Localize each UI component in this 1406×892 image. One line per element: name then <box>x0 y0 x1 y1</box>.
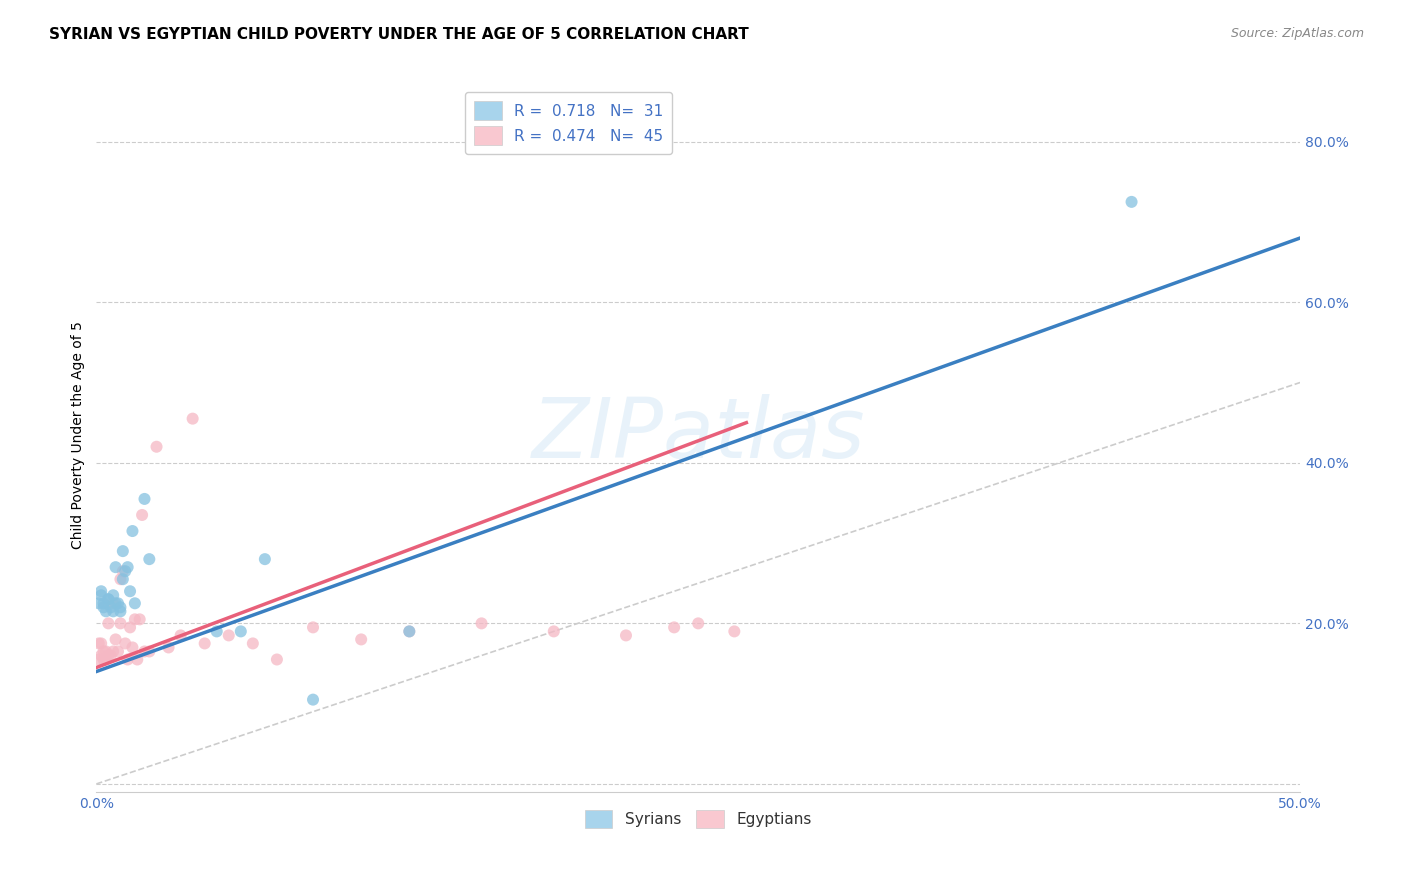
Point <box>90 648 112 663</box>
Point <box>181 411 204 425</box>
Point <box>229 624 252 639</box>
Point <box>104 632 127 647</box>
Point <box>127 652 149 666</box>
Point <box>107 644 129 658</box>
Point <box>302 620 325 634</box>
Point <box>110 572 132 586</box>
Point <box>662 620 685 634</box>
Point <box>169 628 191 642</box>
Point <box>100 600 122 615</box>
Point <box>350 632 373 647</box>
Point <box>138 644 160 658</box>
Text: Source: ZipAtlas.com: Source: ZipAtlas.com <box>1230 27 1364 40</box>
Point <box>100 648 122 663</box>
Point <box>87 636 110 650</box>
Point <box>138 552 160 566</box>
Point <box>107 596 129 610</box>
Point <box>87 596 110 610</box>
Point <box>103 596 125 610</box>
Point <box>253 552 276 566</box>
Point <box>93 596 115 610</box>
Point <box>103 588 125 602</box>
Point <box>114 636 136 650</box>
Point <box>90 588 112 602</box>
Point <box>157 640 180 655</box>
Point <box>97 648 120 663</box>
Point <box>218 628 240 642</box>
Point <box>120 620 142 634</box>
Point <box>242 636 264 650</box>
Point <box>543 624 565 639</box>
Point <box>103 604 125 618</box>
Point <box>110 600 132 615</box>
Point <box>131 508 153 522</box>
Point <box>1121 194 1143 209</box>
Point <box>688 616 710 631</box>
Point <box>121 640 143 655</box>
Point <box>134 491 156 506</box>
Text: ZIPatlas: ZIPatlas <box>531 394 865 475</box>
Point <box>117 560 139 574</box>
Point <box>145 440 167 454</box>
Point <box>117 652 139 666</box>
Point <box>97 616 120 631</box>
Point <box>302 692 325 706</box>
Text: SYRIAN VS EGYPTIAN CHILD POVERTY UNDER THE AGE OF 5 CORRELATION CHART: SYRIAN VS EGYPTIAN CHILD POVERTY UNDER T… <box>49 27 749 42</box>
Point <box>205 624 228 639</box>
Point <box>87 652 110 666</box>
Point <box>110 604 132 618</box>
Legend: Syrians, Egyptians: Syrians, Egyptians <box>579 804 817 834</box>
Point <box>398 624 420 639</box>
Point <box>93 644 115 658</box>
Point <box>194 636 217 650</box>
Point <box>120 584 142 599</box>
Point <box>97 592 120 607</box>
Point <box>104 560 127 574</box>
Point <box>398 624 420 639</box>
Point <box>614 628 637 642</box>
Point <box>134 644 156 658</box>
Point <box>97 592 120 607</box>
Point <box>111 572 134 586</box>
Point <box>266 652 288 666</box>
Point <box>723 624 745 639</box>
Point <box>94 652 117 666</box>
Point <box>103 644 125 658</box>
Point <box>90 636 112 650</box>
Point <box>93 600 115 615</box>
Point <box>90 584 112 599</box>
Point <box>111 564 134 578</box>
Point <box>124 596 146 610</box>
Point <box>94 604 117 618</box>
Point <box>114 564 136 578</box>
Point <box>128 612 150 626</box>
Point <box>93 652 115 666</box>
Y-axis label: Child Poverty Under the Age of 5: Child Poverty Under the Age of 5 <box>72 321 86 549</box>
Point <box>94 644 117 658</box>
Point <box>104 596 127 610</box>
Point <box>110 616 132 631</box>
Point <box>470 616 492 631</box>
Point <box>121 524 143 538</box>
Point <box>111 544 134 558</box>
Point <box>124 612 146 626</box>
